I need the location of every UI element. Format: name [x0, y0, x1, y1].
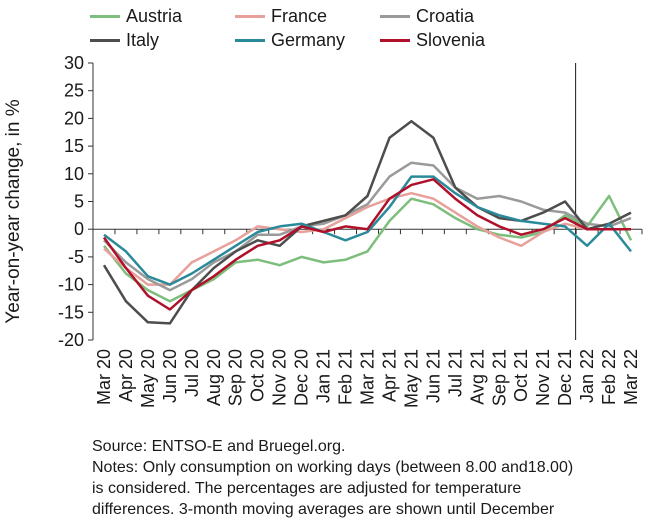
x-tick-label: Jun 20 — [160, 349, 180, 403]
y-tick-label: -15 — [58, 302, 84, 322]
x-tick-label: Oct 21 — [511, 349, 531, 402]
notes-line-2: is considered. The percentages are adjus… — [92, 480, 522, 497]
legend-swatch — [380, 14, 410, 18]
series-line-germany — [103, 175, 632, 286]
x-tick-label: May 21 — [401, 349, 421, 408]
x-tick-label: Feb 21 — [336, 349, 356, 405]
y-tick-label: 5 — [74, 192, 84, 212]
y-tick-label: 25 — [64, 81, 84, 101]
legend-item-germany: Germany — [235, 28, 345, 52]
x-tick-label: Jun 21 — [423, 349, 443, 403]
chart-legend: Austria France Croatia Italy Germany Slovenia — [90, 4, 510, 52]
source-note: Source: ENTSO-E and Bruegel.org. — [92, 438, 346, 455]
legend-label: Croatia — [416, 6, 475, 26]
legend-swatch — [235, 14, 265, 18]
y-axis-label: Year-on-year change, in % — [3, 99, 24, 323]
x-tick-label: Mar 21 — [358, 349, 378, 405]
x-tick-label: Nov 20 — [270, 349, 290, 406]
x-tick-label: Sep 20 — [226, 349, 246, 406]
legend-swatch — [235, 38, 265, 42]
legend-item-italy: Italy — [90, 28, 159, 52]
legend-label: Italy — [126, 30, 160, 50]
y-tick-label: -10 — [58, 275, 84, 295]
legend-swatch — [90, 14, 120, 18]
x-tick-label: Jul 21 — [445, 349, 465, 397]
x-tick-label: Apr 21 — [379, 349, 399, 402]
legend-label: Austria — [126, 6, 183, 26]
y-tick-label: 15 — [64, 136, 84, 156]
chart-notes: Source: ENTSO-E and Bruegel.org. Notes: … — [92, 436, 647, 520]
series-line-croatia — [103, 161, 632, 292]
y-tick-label: 10 — [64, 164, 84, 184]
x-tick-label: Aug 20 — [204, 349, 224, 406]
x-tick-label: May 20 — [138, 349, 158, 408]
legend-label: Germany — [271, 30, 346, 50]
legend-item-austria: Austria — [90, 4, 182, 28]
x-tick-label: Oct 20 — [248, 349, 268, 402]
y-axis-ticks: -20 -15 -10 -5 0 5 10 15 20 25 30 — [58, 53, 93, 350]
notes-line-1: Notes: Only consumption on working days … — [92, 459, 574, 476]
legend-item-france: France — [235, 4, 327, 28]
y-tick-label: 0 — [74, 219, 84, 239]
legend-label: France — [271, 6, 328, 26]
x-tick-label: Apr 20 — [116, 349, 136, 402]
x-tick-label: Mar 22 — [621, 349, 641, 405]
x-tick-label: Sep 21 — [489, 349, 509, 406]
y-tick-label: -5 — [68, 247, 84, 267]
legend-swatch — [380, 38, 410, 42]
x-tick-label: Avg 21 — [467, 349, 487, 405]
y-tick-label: -20 — [58, 330, 84, 350]
x-tick-label: Jul 20 — [182, 349, 202, 397]
x-tick-label: Nov 21 — [533, 349, 553, 406]
notes-line-3: differences. 3-month moving averages are… — [92, 501, 555, 518]
x-tick-label: Feb 22 — [599, 349, 619, 405]
legend-swatch — [90, 38, 120, 42]
series-line-france — [103, 191, 631, 286]
x-tick-label: Dec 20 — [292, 349, 312, 406]
y-tick-label: 20 — [64, 108, 84, 128]
series-line-italy — [102, 119, 632, 325]
x-axis-ticks: Mar 20 Apr 20 May 20 Jun 20 Jul 20 Aug 20 Sep … — [92, 229, 643, 408]
legend-label: Slovenia — [416, 30, 486, 50]
x-tick-label: Jan 22 — [577, 349, 597, 403]
x-tick-label: Dec 21 — [555, 349, 575, 406]
series-line-slovenia — [102, 178, 631, 311]
x-tick-label: Jan 21 — [314, 349, 334, 403]
x-tick-label: Mar 20 — [94, 349, 114, 405]
y-tick-label: 30 — [64, 53, 84, 73]
legend-item-slovenia: Slovenia — [380, 28, 485, 52]
legend-item-croatia: Croatia — [380, 4, 474, 28]
series-lines — [102, 119, 633, 325]
